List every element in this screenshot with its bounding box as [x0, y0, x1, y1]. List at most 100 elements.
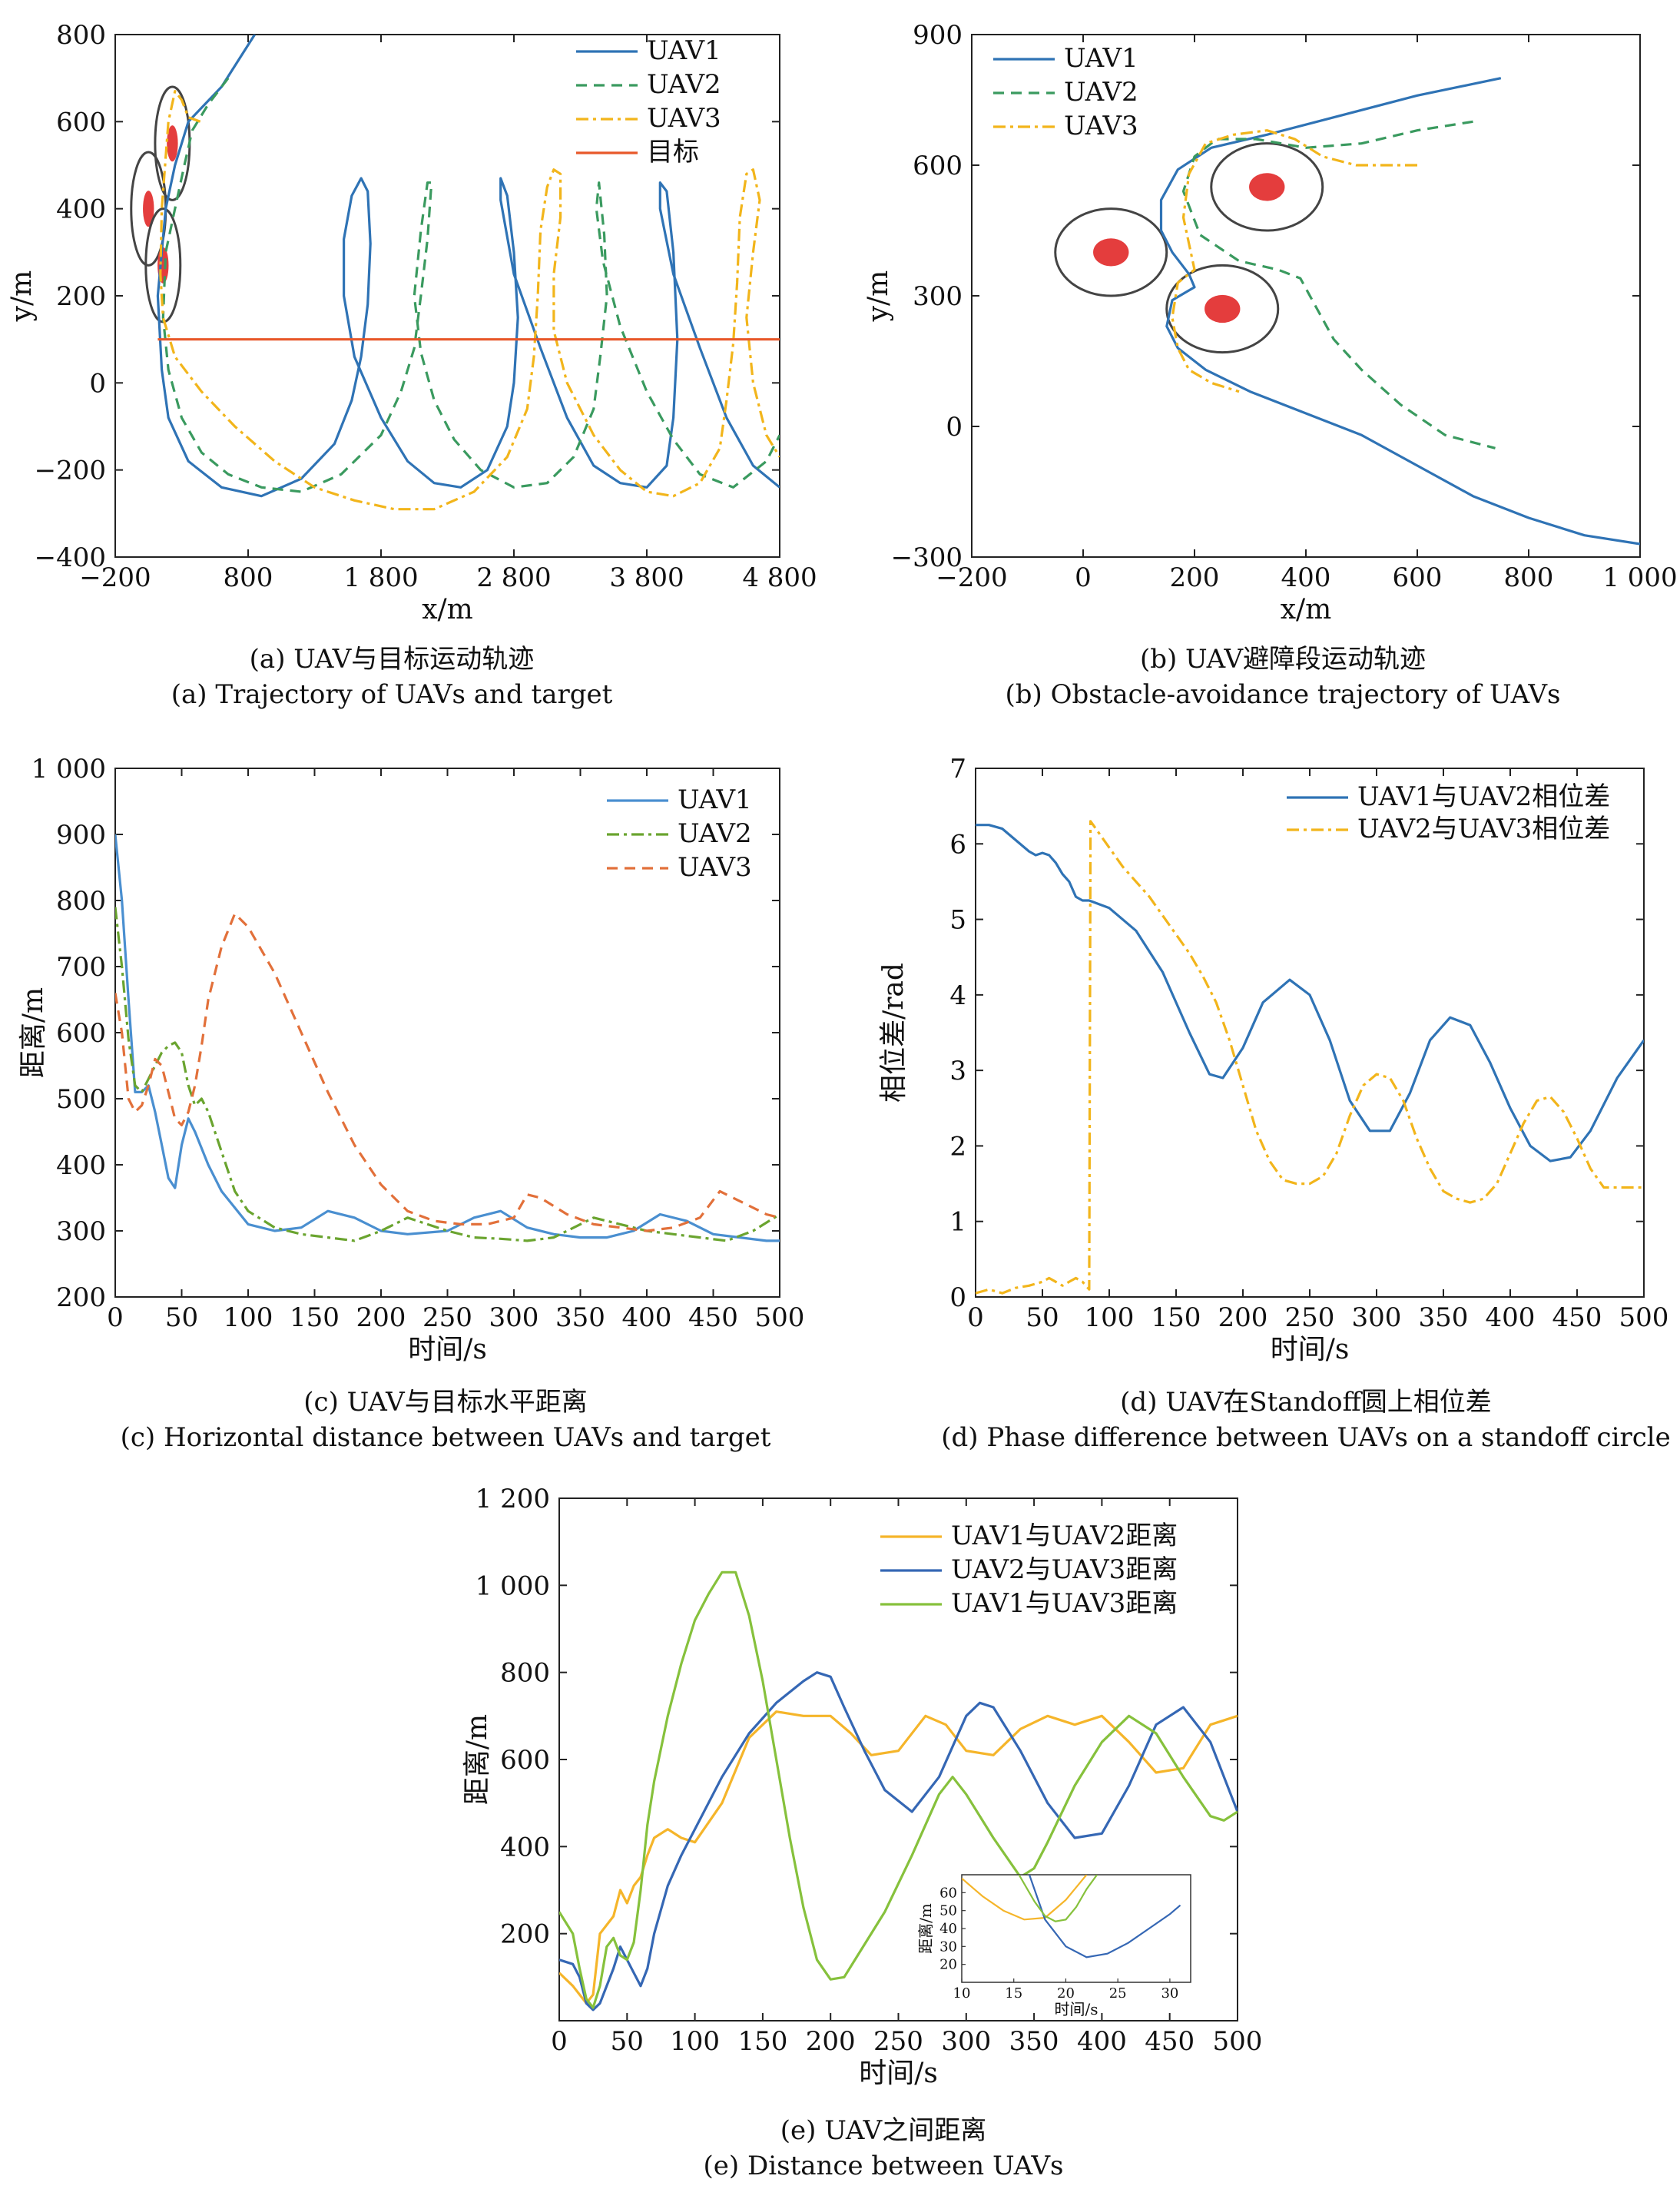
- x-tick-label: 150: [1151, 1302, 1201, 1333]
- obstacle-core: [1093, 238, 1129, 267]
- y-tick-label: 700: [56, 952, 106, 983]
- x-tick-label: 450: [1145, 2026, 1195, 2057]
- legend-label: UAV3: [1064, 111, 1138, 141]
- chart-d: 0 50 100 150 200 250 300 350 400 450 500 0 1 2 3 4 5 6 7 时间…: [878, 754, 1668, 1365]
- caption-c-cn: (c) UAV与目标水平距离: [303, 1387, 588, 1418]
- series-line-UAV2与UAV3距离: [559, 1671, 1238, 2012]
- legend-label: UAV2与UAV3距离: [951, 1554, 1178, 1585]
- y-tick-label: 7: [949, 754, 966, 784]
- inset-plot-area: [962, 1875, 1181, 1958]
- series-line-UAV3: [1171, 129, 1417, 393]
- y-tick-label: 400: [500, 1832, 550, 1862]
- legend-label: UAV1与UAV3距离: [951, 1588, 1178, 1619]
- x-tick-label: 50: [611, 2026, 644, 2057]
- inset-y-tick-label: 30: [939, 1939, 957, 1955]
- caption-a: (a) UAV与目标运动轨迹 (a) Trajectory of UAVs an…: [115, 642, 668, 712]
- x-tick-label: 150: [737, 2026, 787, 2057]
- series-line-UAV2: [1181, 120, 1496, 449]
- x-axis-label: 时间/s: [408, 1334, 487, 1365]
- obstacle-ring: [1165, 264, 1280, 354]
- x-tick-label: 1 800: [343, 562, 418, 593]
- series-line-UAV1与UAV2相位差: [976, 824, 1644, 1162]
- series-line-UAV1与UAV2距离: [559, 1710, 1238, 2005]
- x-tick-label: 100: [1085, 1302, 1135, 1333]
- x-tick-label: 0: [107, 1302, 124, 1333]
- x-tick-label: 50: [1026, 1302, 1059, 1333]
- inset-y-axis-label: 距离/m: [916, 1903, 935, 1954]
- x-tick-label: 350: [1009, 2026, 1059, 2057]
- y-tick-label: 800: [500, 1658, 550, 1689]
- y-tick-label: 600: [913, 151, 963, 181]
- x-tick-label: 250: [873, 2026, 923, 2057]
- x-tick-label: 800: [1504, 562, 1554, 593]
- legend-label: UAV2与UAV3相位差: [1357, 814, 1610, 844]
- inset-y-tick-label: 40: [939, 1921, 957, 1937]
- series-line-UAV2与UAV3相位差: [976, 820, 1644, 1295]
- series-line-UAV1: [1159, 77, 1640, 546]
- y-tick-label: 1 000: [31, 754, 106, 784]
- plot-area: [976, 820, 1644, 1295]
- legend-label: UAV2: [1064, 77, 1138, 108]
- y-tick-label: 300: [913, 281, 963, 312]
- chart-a: −200 800 1 800 2 800 3 800 4 800−400−20002004…: [6, 20, 817, 625]
- x-tick-label: 0: [1075, 562, 1092, 593]
- inset-y-tick-label: 60: [939, 1885, 957, 1901]
- caption-e-en: (e) Distance between UAVs: [703, 2151, 1064, 2181]
- y-tick-label: 600: [56, 1018, 106, 1049]
- y-tick-label: 0: [946, 412, 963, 443]
- y-tick-label: 5: [949, 905, 966, 936]
- x-tick-label: 400: [1077, 2026, 1127, 2057]
- y-tick-label: 6: [949, 829, 966, 860]
- legend-label: UAV3: [647, 103, 721, 134]
- series-line-UAV1: [115, 834, 780, 1242]
- y-tick-label: −300: [891, 542, 963, 573]
- series-line-UAV2: [115, 907, 780, 1242]
- x-tick-label: 100: [224, 1302, 273, 1333]
- legend-label: UAV2: [647, 69, 721, 100]
- inset-frame: [961, 1874, 1191, 1983]
- x-tick-label: 250: [1285, 1302, 1335, 1333]
- x-axis-label: x/m: [1281, 594, 1332, 625]
- y-tick-label: −200: [35, 456, 106, 486]
- plot-area: [115, 834, 780, 1242]
- y-axis-label: 距离/m: [462, 1714, 493, 1805]
- caption-b-en: (b) Obstacle-avoidance trajectory of UAV…: [1005, 679, 1561, 710]
- legend-label: UAV1: [1064, 43, 1138, 74]
- x-tick-label: 300: [489, 1302, 539, 1333]
- x-tick-label: 350: [555, 1302, 605, 1333]
- inset-x-tick-label: 15: [1005, 1985, 1022, 2002]
- caption-e: (e) UAV之间距离 (e) Distance between UAVs: [615, 2113, 1152, 2184]
- legend-label: 目标: [647, 137, 699, 167]
- x-tick-label: 2 800: [476, 562, 551, 593]
- plot-area: [130, 35, 780, 511]
- x-axis-label: 时间/s: [1271, 1334, 1350, 1365]
- x-tick-label: 500: [755, 1302, 805, 1333]
- x-tick-label: 500: [1619, 1302, 1669, 1333]
- x-tick-label: 100: [670, 2026, 720, 2057]
- x-tick-label: 400: [1486, 1302, 1536, 1333]
- caption-c: (c) UAV与目标水平距离 (c) Horizontal distance b…: [100, 1385, 791, 1455]
- legend-label: UAV1: [678, 784, 752, 815]
- x-tick-label: −200: [79, 562, 151, 593]
- x-tick-label: 450: [688, 1302, 738, 1333]
- y-axis-label: 相位差/rad: [878, 963, 910, 1103]
- y-tick-label: 0: [949, 1282, 966, 1313]
- x-tick-label: 350: [1419, 1302, 1469, 1333]
- series-line-UAV3: [115, 912, 780, 1232]
- y-tick-label: 300: [56, 1216, 106, 1247]
- y-tick-label: 400: [56, 194, 106, 225]
- y-tick-label: 2: [949, 1131, 966, 1162]
- x-tick-label: 400: [622, 1302, 672, 1333]
- obstacle-core: [1204, 294, 1241, 323]
- inset-y-tick-label: 50: [939, 1903, 957, 1919]
- y-tick-label: 200: [56, 1282, 106, 1313]
- y-tick-label: −400: [35, 542, 106, 573]
- y-tick-label: 1 200: [476, 1484, 550, 1514]
- caption-a-en: (a) Trajectory of UAVs and target: [171, 679, 613, 710]
- y-tick-label: 400: [56, 1150, 106, 1181]
- obstacle-core: [167, 125, 178, 162]
- x-tick-label: 250: [422, 1302, 472, 1333]
- series-line-UAV3: [159, 90, 780, 511]
- x-tick-label: 300: [1352, 1302, 1402, 1333]
